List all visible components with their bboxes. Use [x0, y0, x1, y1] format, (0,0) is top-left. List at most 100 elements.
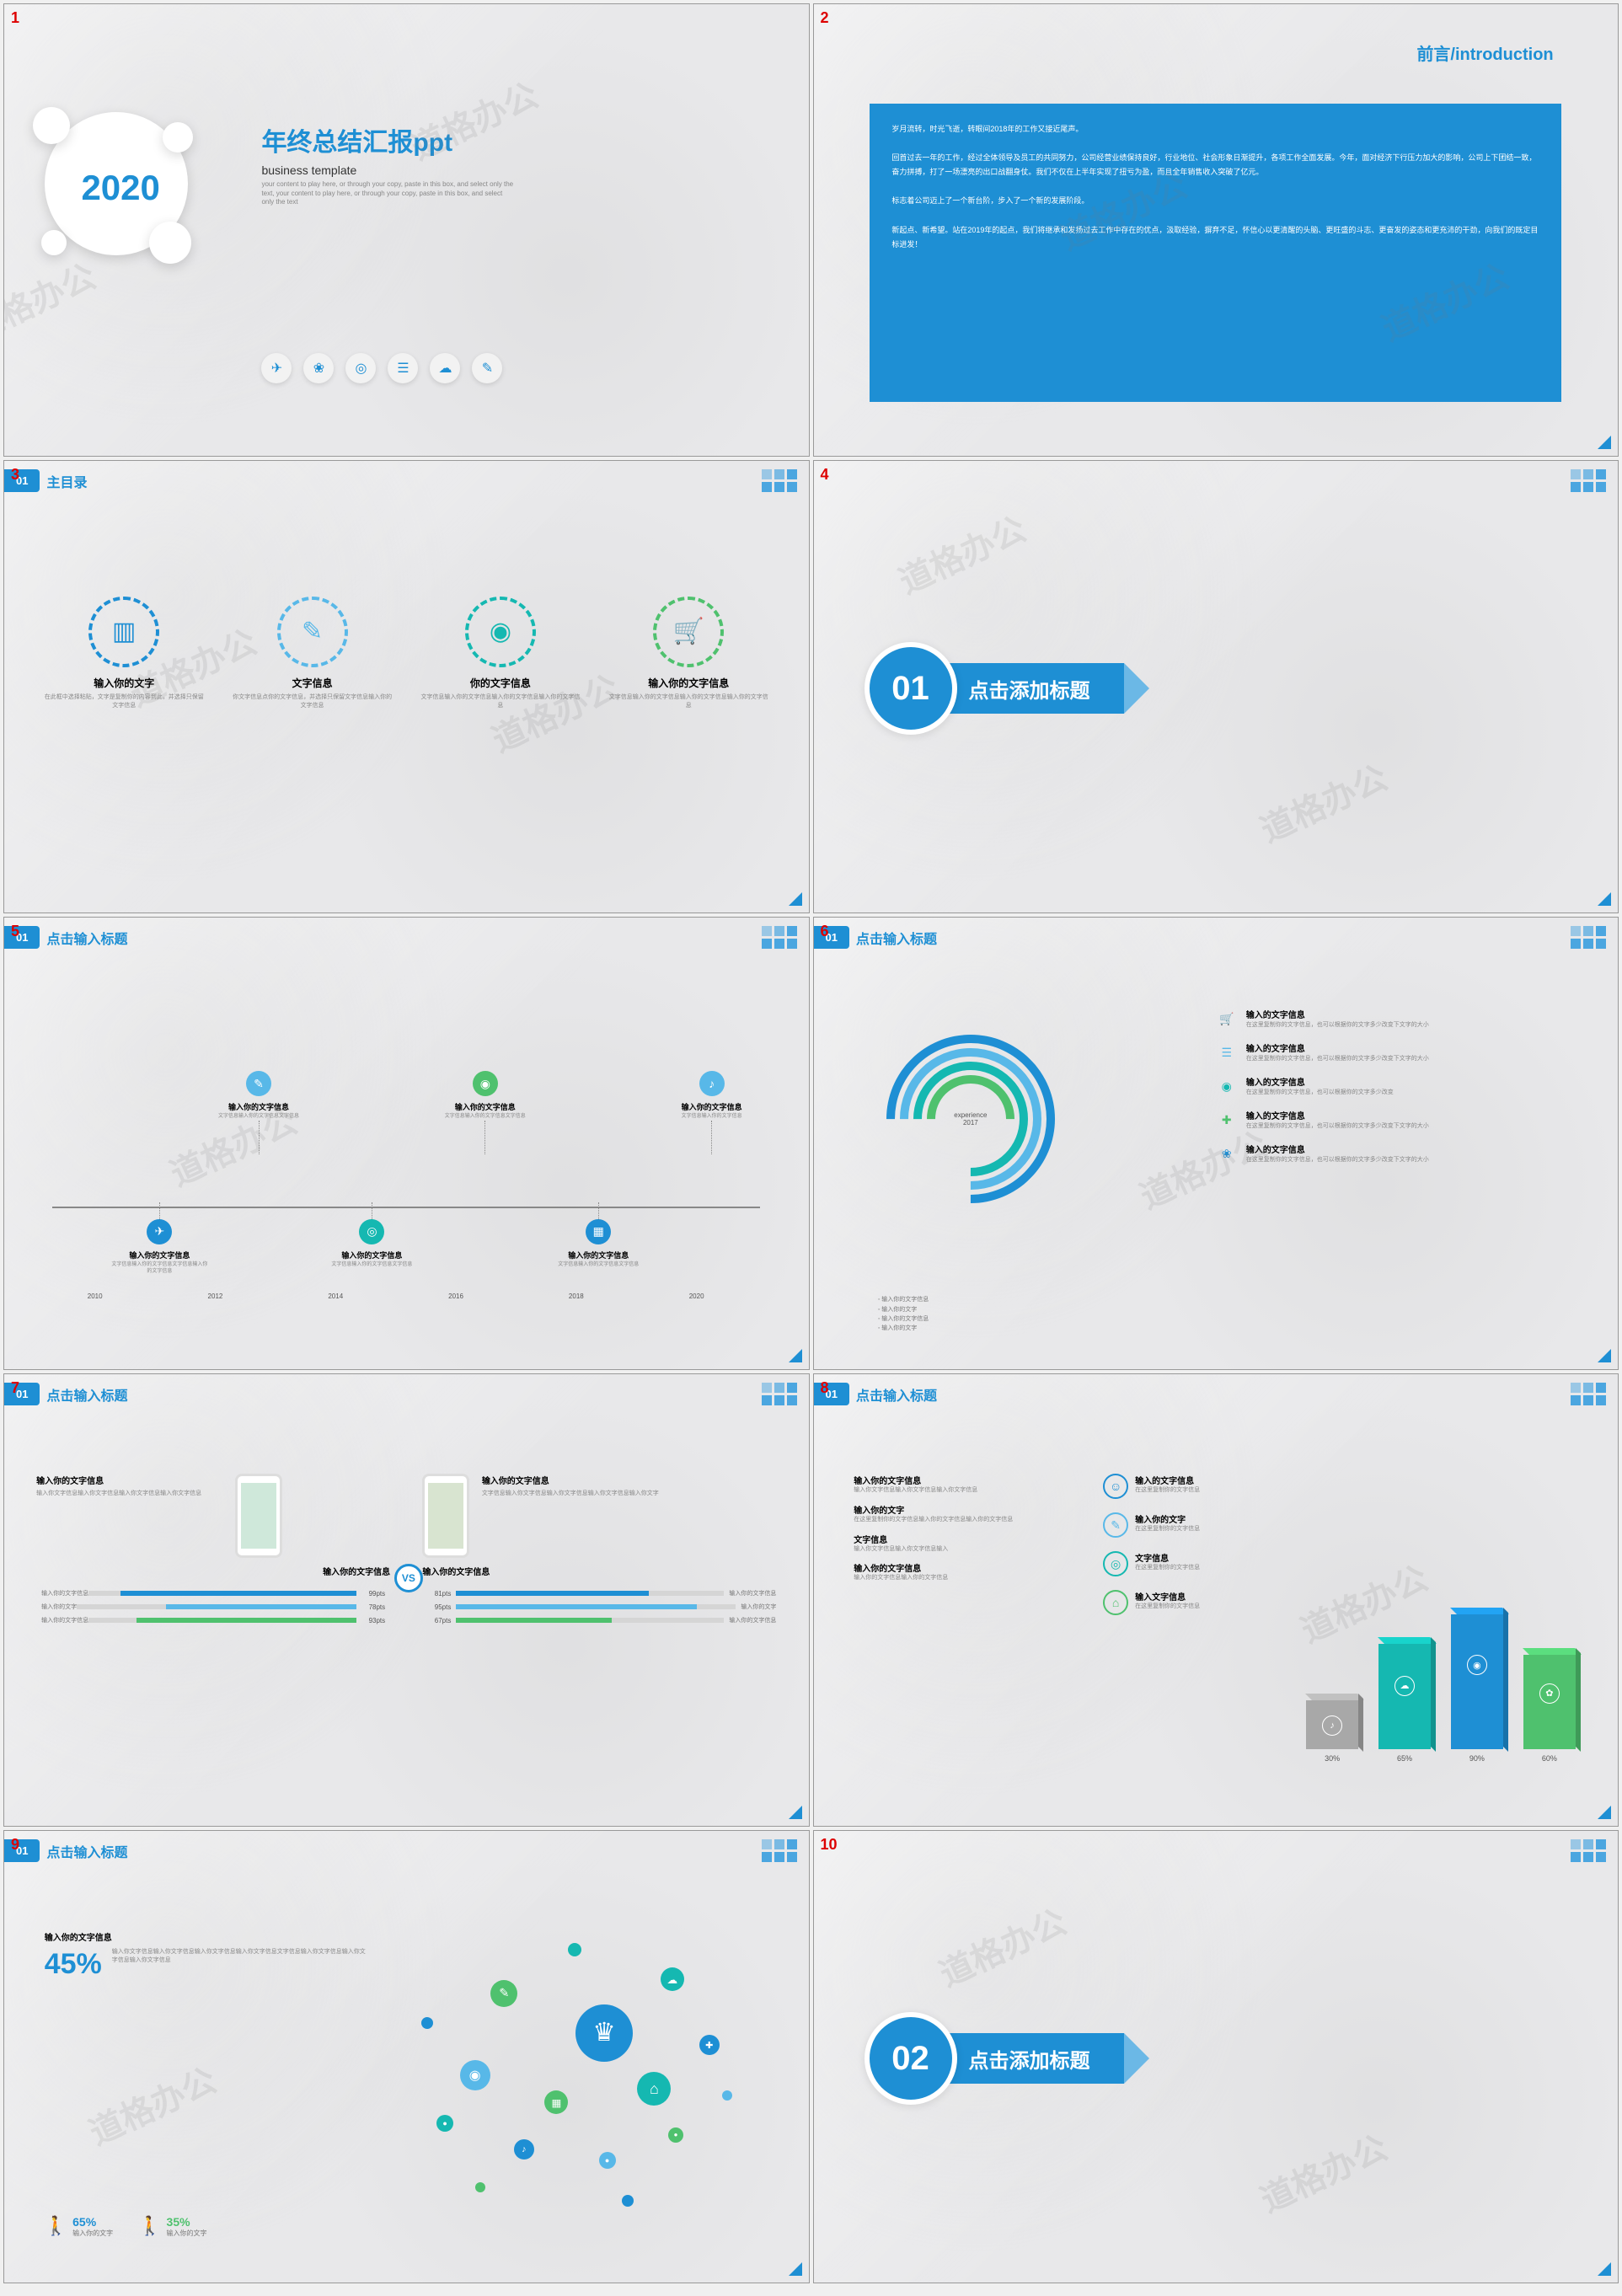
- bubble-dot: [421, 2017, 433, 2029]
- item-desc: 在这里复制你的文字信息: [1135, 1486, 1200, 1495]
- bar-row: 93pts输入你的文字信息: [36, 1616, 390, 1624]
- bar-label: 95pts: [422, 1603, 456, 1611]
- stat-value: 35%: [167, 2215, 207, 2229]
- text-item: 输入你的文字在这里复制你的文字信息输入你的文字信息输入你的文字信息: [854, 1503, 1079, 1524]
- cover-icon: ✈: [261, 353, 292, 383]
- slide-number: 1: [11, 9, 19, 27]
- slide-8: 8 01 点击输入标题 输入你的文字信息输入你文字信息输入你文字信息输入你文字信…: [813, 1373, 1619, 1827]
- item-desc: 在这里复制你的文字信息输入你的文字信息输入你的文字信息: [854, 1516, 1079, 1524]
- slide-number: 3: [11, 466, 19, 484]
- title-graphic: 2020: [36, 104, 205, 272]
- bar-track: [88, 1591, 356, 1596]
- accent-icon: [1598, 436, 1611, 449]
- watermark: 道格办公: [81, 2053, 224, 2154]
- list-item: 🛒输入的文字信息在这里复制你的文字信息，也可以根据你的文字多少改变下文字的大小: [1216, 1008, 1578, 1030]
- slide-5: 5 01 点击输入标题 ✈输入你的文字信息文字信息输入你的文字信息文字信息输入你…: [3, 917, 810, 1370]
- bar-3d: ✿: [1523, 1655, 1576, 1749]
- bar-fill: [456, 1591, 649, 1596]
- accent-icon: [789, 892, 802, 906]
- item-title: 输入你的文字信息: [854, 1561, 1079, 1574]
- bubble-dot: ▦: [544, 2090, 568, 2114]
- list-title: 输入的文字信息: [1246, 1041, 1429, 1054]
- accent-icon: [789, 1349, 802, 1362]
- section-number-circle: 02: [865, 2012, 957, 2105]
- bars-right: 81pts输入你的文字信息95pts输入你的文字67pts输入你的文字信息: [422, 1589, 776, 1624]
- list-desc: 在这里复制你的文字信息，也可以根据你的文字多少改变下文字的大小: [1246, 1054, 1429, 1062]
- person-icon: 🚶: [45, 2215, 67, 2237]
- stat-label: 输入你的文字: [72, 2229, 113, 2238]
- timeline-dot-icon: ◎: [359, 1219, 384, 1244]
- header-badge: 01: [4, 926, 40, 949]
- bar-label: 67pts: [422, 1617, 456, 1624]
- list-item: ☰输入的文字信息在这里复制你的文字信息，也可以根据你的文字多少改变下文字的大小: [1216, 1041, 1578, 1063]
- item-icon: ◎: [1103, 1551, 1128, 1576]
- timeline-point: ◎ 输入你的文字信息文字信息输入你的文字信息文字信息: [321, 1202, 422, 1269]
- section-number: 02: [891, 2040, 929, 2078]
- stat-desc: 输入你文字信息输入你文字信息输入你文字信息输入你文字信息文字信息输入你文字信息输…: [112, 1948, 367, 1965]
- icon-list: ☺输入的文字信息在这里复制你的文字信息✎输入你的文字在这里复制你的文字信息◎文字…: [1103, 1474, 1280, 1629]
- timeline-connector: [259, 1121, 260, 1154]
- bar-text: 输入你的文字信息: [724, 1589, 776, 1598]
- timeline-connector: [598, 1202, 599, 1219]
- slide-header: 01 点击输入标题: [814, 926, 937, 949]
- timeline-sub: 文字信息输入你的文字信息文字信息输入你的文字信息: [109, 1262, 210, 1276]
- list-desc: 在这里复制你的文字信息，也可以根据你的文字多少改变: [1246, 1088, 1394, 1096]
- bars-r-title: 输入你的文字信息: [422, 1565, 776, 1577]
- cover-icon: ☁: [430, 353, 460, 383]
- timeline-connector: [711, 1121, 712, 1154]
- item-title: 输入的文字信息: [1135, 1474, 1200, 1486]
- timeline-year: 2020: [689, 1293, 704, 1300]
- watermark: 道格办公: [1252, 2121, 1395, 2222]
- compare-right: 输入你的文字信息 文字信息输入你文字信息输入你文字信息输入你文字信息输入你文字 输…: [422, 1474, 776, 1630]
- list-icon: ❀: [1216, 1143, 1238, 1164]
- bar-percent: 60%: [1542, 1754, 1557, 1763]
- timeline-point: ♪输入你的文字信息文字信息输入你的文字信息: [661, 1071, 763, 1154]
- slide-3: 3 01 主目录 ▥输入你的文字在此框中选择粘贴，文字是复制你的内容到此，并选择…: [3, 460, 810, 913]
- section-number: 01: [891, 670, 929, 708]
- bubble-dot: ✚: [699, 2035, 720, 2055]
- toc-item: ✎文字信息你文字信息点你的文字信息，并选择只保留文字信息输入你的文字信息: [233, 597, 392, 710]
- icon-item: ◎文字信息在这里复制你的文字信息: [1103, 1551, 1280, 1576]
- section-title-bar: 点击添加标题: [940, 2033, 1124, 2084]
- icon-row: ✈❀◎☰☁✎: [261, 353, 502, 383]
- timeline-sub: 文字信息输入你的文字信息文字信息: [321, 1262, 422, 1269]
- item-desc: 在这里复制你的文字信息: [1135, 1603, 1200, 1611]
- subtitle: business template: [261, 163, 514, 177]
- intro-heading: 前言/introduction: [1416, 40, 1553, 65]
- accent-icon: [1598, 1806, 1611, 1819]
- toc-icon: 🛒: [653, 597, 724, 667]
- slide-10: 10 02 点击添加标题 道格办公 道格办公: [813, 1830, 1619, 2283]
- timeline-year: 2012: [208, 1293, 223, 1300]
- bubble-dot: ●: [436, 2115, 453, 2132]
- item-title: 输入你的文字: [1135, 1512, 1200, 1525]
- slide-number: 5: [11, 923, 19, 940]
- section-number-circle: 01: [865, 642, 957, 735]
- bar-percent: 65%: [1397, 1754, 1412, 1763]
- bar-3d: ◉: [1451, 1614, 1503, 1749]
- text-list: 输入你的文字信息输入你文字信息输入你文字信息输入你文字信息输入你的文字在这里复制…: [854, 1474, 1079, 1591]
- bubble-cloud: ♛✎☁◉▦⌂✚♪●●●: [390, 1913, 776, 2220]
- item-icon: ☺: [1103, 1474, 1128, 1499]
- section-header: 01 点击添加标题: [814, 650, 1124, 726]
- timeline-point: ◉输入你的文字信息文字信息输入你的文字信息文字信息: [435, 1071, 536, 1154]
- text-item: 文字信息输入你文字信息输入你文字信息输入: [854, 1533, 1079, 1554]
- timeline-year: 2014: [328, 1293, 343, 1300]
- bar-row: 95pts输入你的文字: [422, 1603, 776, 1611]
- timeline-year: 2016: [448, 1293, 463, 1300]
- timeline-point: ✈输入你的文字信息文字信息输入你的文字信息文字信息输入你的文字信息: [109, 1202, 210, 1276]
- slide-7: 7 01 点击输入标题 输入你的文字信息输入你文字信息输入你文字信息输入你文字信…: [3, 1373, 810, 1827]
- chart-column: ◉90%: [1451, 1614, 1503, 1763]
- item-title: 输入你的文字: [854, 1503, 1079, 1516]
- timeline-label: 输入你的文字信息: [321, 1250, 422, 1260]
- toc-title: 文字信息: [233, 676, 392, 690]
- bar-label: 81pts: [422, 1590, 456, 1598]
- timeline-dot-icon: ◉: [473, 1071, 498, 1096]
- item-desc: 输入你文字信息输入你文字信息输入: [854, 1545, 1079, 1554]
- right-desc: 文字信息输入你文字信息输入你文字信息输入你文字信息输入你文字: [482, 1490, 677, 1498]
- legend-item: ◦ 输入你的文字: [878, 1305, 929, 1314]
- bar-icon: ◉: [1467, 1655, 1487, 1675]
- left-title: 输入你的文字信息: [36, 1474, 231, 1486]
- list-item: ❀输入的文字信息在这里复制你的文字信息，也可以根据你的文字多少改变下文字的大小: [1216, 1143, 1578, 1164]
- hint-text: your content to play here, or through yo…: [261, 180, 514, 206]
- radial-legend: ◦ 输入你的文字信息◦ 输入你的文字◦ 输入你的文字信息◦ 输入你的文字: [878, 1295, 929, 1333]
